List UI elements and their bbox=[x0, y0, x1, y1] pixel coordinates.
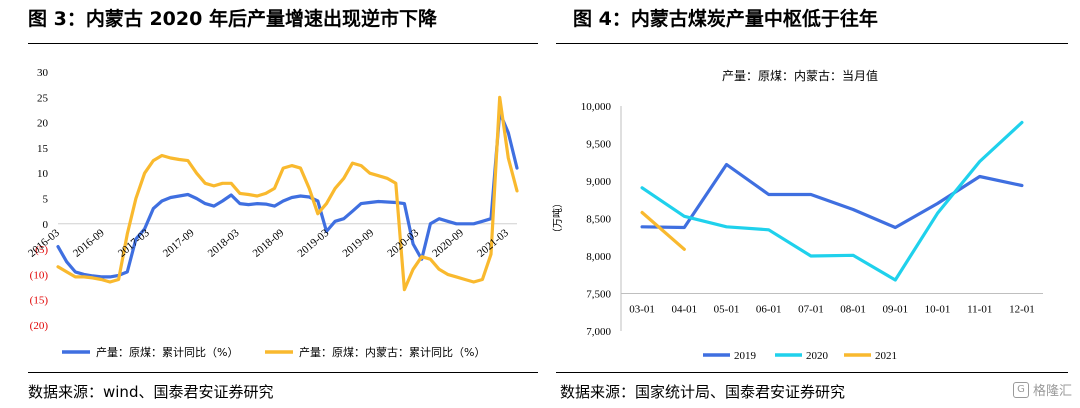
right-x-tick-label: 07-01 bbox=[798, 304, 824, 316]
right-x-tick-label: 09-01 bbox=[882, 304, 908, 316]
left-y-tick-label: (15) bbox=[30, 295, 49, 307]
right-legend-label-2020: 2020 bbox=[806, 350, 829, 362]
right-y-tick-label: 9,000 bbox=[586, 176, 611, 188]
right-x-tick-label: 12-01 bbox=[1009, 304, 1035, 316]
watermark: G 格隆汇 bbox=[1012, 380, 1072, 399]
right-y-tick-label: 7,500 bbox=[586, 289, 611, 301]
right-x-tick-label: 11-01 bbox=[967, 304, 992, 316]
left-y-tick-label: 25 bbox=[37, 92, 49, 104]
left-y-tick-label: (20) bbox=[30, 320, 49, 332]
right-legend-label-2019: 2019 bbox=[734, 350, 757, 362]
watermark-text: 格隆汇 bbox=[1032, 384, 1072, 399]
right-x-tick-label: 04-01 bbox=[671, 304, 697, 316]
left-top-rule bbox=[28, 43, 538, 44]
left-series-line-1 bbox=[56, 110, 519, 279]
right-series-line-2021 bbox=[640, 210, 686, 251]
left-y-tick-label: (5) bbox=[35, 244, 48, 256]
right-y-tick-label: 10,000 bbox=[581, 101, 612, 113]
right-y-tick-label: 9,500 bbox=[586, 139, 611, 151]
right-y-tick-label: 8,000 bbox=[586, 251, 611, 263]
right-chart-title: 图 4：内蒙古煤炭产量中枢低于往年 bbox=[573, 8, 878, 30]
right-x-tick-label: 05-01 bbox=[714, 304, 740, 316]
left-series-line-2 bbox=[56, 95, 519, 292]
right-top-rule bbox=[556, 43, 1068, 44]
left-y-tick-label: 0 bbox=[43, 219, 49, 231]
left-bottom-rule bbox=[28, 372, 538, 373]
right-x-tick-label: 03-01 bbox=[629, 304, 655, 316]
right-chart-inner-title: 产量：原煤：内蒙古：当月值 bbox=[722, 68, 878, 83]
left-y-tick-label: 5 bbox=[43, 194, 49, 206]
left-y-tick-label: 30 bbox=[37, 67, 49, 79]
left-legend-label-1: 产量：原煤：累计同比（%） bbox=[96, 345, 238, 359]
left-y-tick-label: 10 bbox=[37, 168, 49, 180]
left-y-tick-label: 15 bbox=[37, 143, 49, 155]
right-x-tick-label: 06-01 bbox=[756, 304, 782, 316]
right-bottom-rule bbox=[556, 372, 1068, 373]
right-y-tick-label: 8,500 bbox=[586, 214, 611, 226]
left-y-tick-label: 20 bbox=[37, 118, 49, 130]
right-legend-label-2021: 2021 bbox=[875, 350, 897, 362]
right-x-tick-label: 10-01 bbox=[925, 304, 951, 316]
left-legend-label-2: 产量：原煤：内蒙古：累计同比（%） bbox=[299, 345, 485, 359]
left-source-note: 数据来源：wind、国泰君安证券研究 bbox=[28, 383, 274, 401]
right-x-tick-label: 08-01 bbox=[840, 304, 866, 316]
left-chart-title: 图 3：内蒙古 2020 年后产量增速出现逆市下降 bbox=[28, 8, 437, 30]
right-series-line-2019 bbox=[640, 162, 1024, 230]
right-series-line-2020 bbox=[640, 120, 1024, 282]
left-y-tick-label: (10) bbox=[30, 269, 49, 281]
right-y-axis-label: （万吨） bbox=[551, 198, 564, 238]
right-y-tick-label: 7,000 bbox=[586, 326, 611, 338]
watermark-logo-icon: G bbox=[1012, 381, 1029, 398]
right-source-note: 数据来源：国家统计局、国泰君安证券研究 bbox=[560, 383, 846, 401]
